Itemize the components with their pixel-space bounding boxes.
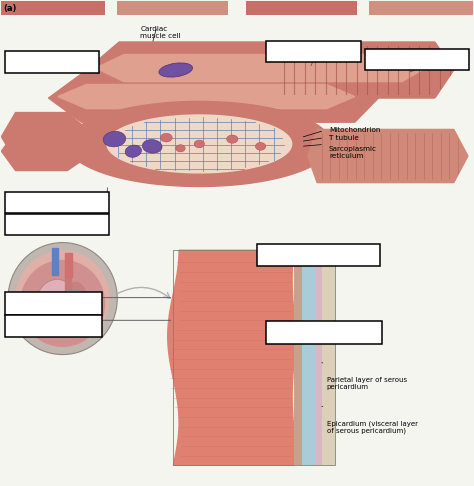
Bar xyxy=(322,250,335,465)
Circle shape xyxy=(16,250,109,347)
Polygon shape xyxy=(67,102,331,187)
FancyBboxPatch shape xyxy=(257,244,380,266)
Bar xyxy=(293,250,302,465)
FancyBboxPatch shape xyxy=(5,192,109,213)
Ellipse shape xyxy=(125,145,142,157)
Ellipse shape xyxy=(255,142,266,150)
Ellipse shape xyxy=(36,279,78,332)
Ellipse shape xyxy=(103,131,126,147)
Ellipse shape xyxy=(64,281,88,325)
Polygon shape xyxy=(65,253,72,277)
FancyBboxPatch shape xyxy=(266,40,361,62)
Text: Epicardium (visceral layer
of serous pericardium): Epicardium (visceral layer of serous per… xyxy=(327,420,418,434)
FancyBboxPatch shape xyxy=(266,321,382,344)
Polygon shape xyxy=(308,129,468,183)
Ellipse shape xyxy=(176,145,185,152)
Text: Sarcoplasmic
reticulum: Sarcoplasmic reticulum xyxy=(329,146,377,159)
Polygon shape xyxy=(65,275,71,332)
Bar xyxy=(1,1,105,15)
FancyBboxPatch shape xyxy=(5,213,109,235)
Ellipse shape xyxy=(159,63,192,77)
Bar xyxy=(302,250,316,465)
Text: Parietal layer of serous
pericardium: Parietal layer of serous pericardium xyxy=(327,377,407,390)
Circle shape xyxy=(8,243,117,355)
FancyBboxPatch shape xyxy=(5,315,102,337)
FancyBboxPatch shape xyxy=(5,51,100,73)
Text: T tubule: T tubule xyxy=(329,135,359,140)
Ellipse shape xyxy=(142,139,162,153)
FancyBboxPatch shape xyxy=(365,49,469,70)
Bar xyxy=(173,250,335,465)
FancyBboxPatch shape xyxy=(5,292,102,314)
Bar xyxy=(246,1,357,15)
Polygon shape xyxy=(48,74,378,122)
Bar xyxy=(369,1,473,15)
FancyBboxPatch shape xyxy=(66,290,81,309)
Polygon shape xyxy=(86,42,454,98)
Polygon shape xyxy=(168,250,295,465)
Polygon shape xyxy=(58,85,355,109)
Bar xyxy=(316,250,322,465)
Text: Cardiac
muscle cell: Cardiac muscle cell xyxy=(140,26,181,38)
Polygon shape xyxy=(52,248,58,276)
Ellipse shape xyxy=(160,133,172,142)
Polygon shape xyxy=(96,54,426,82)
Ellipse shape xyxy=(227,135,238,143)
Ellipse shape xyxy=(20,260,105,347)
Polygon shape xyxy=(107,115,292,173)
Text: Mitochondrion: Mitochondrion xyxy=(329,127,380,134)
Polygon shape xyxy=(1,113,96,161)
Bar xyxy=(117,1,228,15)
Polygon shape xyxy=(1,132,96,171)
Text: (a): (a) xyxy=(4,4,17,13)
Ellipse shape xyxy=(194,140,204,148)
